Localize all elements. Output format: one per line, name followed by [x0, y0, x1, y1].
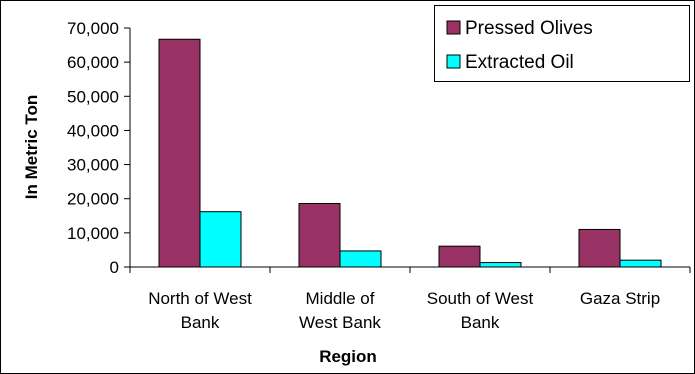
legend-swatch — [446, 54, 461, 69]
y-axis-title: In Metric Ton — [22, 95, 41, 200]
bar-extracted-oil-2 — [479, 262, 522, 268]
x-axis-title: Region — [319, 347, 377, 366]
bar-pressed-olives-1 — [298, 202, 341, 268]
bar-extracted-oil-0 — [199, 211, 242, 268]
x-tick-label: Middle of West Bank — [299, 289, 381, 332]
y-tick-label: 60,000 — [67, 53, 119, 72]
x-tick-label: Gaza Strip — [580, 289, 660, 308]
y-tick-label: 50,000 — [67, 87, 119, 106]
y-tick-label: 40,000 — [67, 121, 119, 140]
bar-extracted-oil-3 — [619, 259, 662, 268]
y-tick-label: 30,000 — [67, 156, 119, 175]
legend-box — [434, 5, 690, 82]
bar-extracted-oil-1 — [339, 250, 382, 268]
bar-pressed-olives-3 — [578, 228, 621, 268]
legend-label: Extracted Oil — [465, 52, 574, 73]
legend-swatch — [446, 20, 461, 35]
legend-label: Pressed Olives — [465, 18, 593, 39]
bar-pressed-olives-2 — [438, 245, 481, 268]
y-tick-label: 20,000 — [67, 190, 119, 209]
y-tick-label: 10,000 — [67, 224, 119, 243]
x-tick-label: South of West Bank — [427, 289, 534, 332]
y-tick-label: 0 — [110, 258, 119, 277]
y-tick-label: 70,000 — [67, 19, 119, 38]
legend: Pressed Olives Extracted Oil — [434, 5, 690, 82]
x-tick-label: North of West Bank — [148, 289, 252, 332]
bar-pressed-olives-0 — [158, 38, 201, 268]
